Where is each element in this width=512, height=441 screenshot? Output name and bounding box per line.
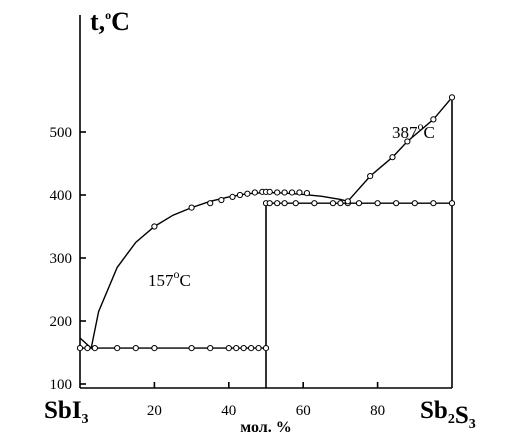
- data-point: [188, 204, 195, 211]
- annotation-387-unit: C: [424, 123, 435, 142]
- annotation-387: 387oC: [392, 119, 435, 142]
- y-tick-label-300: 300: [50, 251, 73, 267]
- series-1: [151, 188, 311, 230]
- annotation-157-degree: o: [174, 267, 180, 281]
- series-4: [344, 94, 456, 205]
- data-point: [188, 344, 195, 352]
- data-point: [311, 200, 318, 207]
- y-tick-label-400: 400: [50, 188, 73, 204]
- x-tick-label-60: 60: [296, 403, 311, 419]
- annotation-157: 157oC: [148, 267, 191, 290]
- data-point: [411, 200, 418, 207]
- data-point: [114, 344, 121, 352]
- data-point: [281, 200, 288, 207]
- data-point: [303, 190, 311, 197]
- data-point: [91, 344, 98, 352]
- data-point: [430, 116, 437, 123]
- data-point: [244, 190, 251, 197]
- annotation-157-value: 157: [148, 271, 174, 290]
- data-point: [207, 344, 214, 352]
- series-2: [76, 344, 270, 352]
- series-0: [79, 191, 348, 350]
- data-point: [344, 198, 351, 205]
- data-point: [76, 344, 84, 352]
- data-point: [262, 344, 270, 352]
- annotation-387-value: 387: [392, 123, 418, 142]
- data-point: [84, 344, 91, 352]
- data-point: [337, 200, 344, 207]
- data-point: [236, 191, 244, 199]
- y-ticks: 100 200 300 400 500: [50, 125, 86, 393]
- left-comp-part-1: I: [72, 397, 82, 424]
- data-point: [251, 189, 258, 196]
- right-comp-subscript-1: 3: [469, 417, 476, 432]
- y-axis-title-degree: o: [105, 8, 111, 22]
- annotation-157-unit: C: [180, 271, 191, 290]
- data-point: [274, 189, 281, 196]
- data-point: [229, 193, 236, 200]
- data-point: [151, 223, 158, 230]
- data-point: [233, 344, 240, 352]
- data-point: [248, 344, 255, 352]
- data-point: [374, 200, 381, 207]
- y-axis-title: t,oC: [90, 7, 130, 36]
- y-tick-label-100: 100: [50, 377, 73, 393]
- data-point: [329, 200, 337, 207]
- x-tick-label-80: 80: [370, 403, 385, 419]
- data-point: [207, 200, 214, 207]
- right-comp-subscript-0: 2: [448, 412, 455, 427]
- y-tick-label-500: 500: [50, 125, 73, 141]
- data-point: [292, 200, 299, 207]
- data-point: [132, 344, 139, 352]
- left-component-label: SbI3: [44, 397, 89, 427]
- data-point: [448, 94, 456, 101]
- data-point: [404, 138, 411, 145]
- data-point: [151, 344, 158, 352]
- x-ticks: 20 40 60 80: [147, 382, 385, 419]
- data-point: [255, 344, 262, 352]
- data-point: [389, 154, 396, 161]
- data-point: [367, 173, 374, 180]
- annotation-387-degree: o: [418, 119, 424, 133]
- data-point: [218, 196, 225, 204]
- x-tick-label-40: 40: [221, 403, 236, 419]
- x-axis-unit-label: мол. %: [240, 419, 291, 436]
- series-3: [262, 200, 456, 207]
- series-4-line: [347, 96, 453, 202]
- data-point: [281, 189, 288, 196]
- right-comp-part-0: Sb: [420, 397, 448, 424]
- data-point: [430, 200, 437, 207]
- x-tick-label-20: 20: [147, 403, 162, 419]
- data-point: [296, 189, 303, 196]
- data-point: [355, 200, 363, 207]
- right-comp-part-1: S: [455, 402, 469, 429]
- data-point: [240, 344, 247, 352]
- data-point: [448, 200, 456, 207]
- left-comp-part-0: Sb: [44, 397, 72, 424]
- data-point: [225, 344, 232, 352]
- left-comp-subscript-1: 3: [82, 412, 89, 427]
- y-axis-title-main: t,: [90, 7, 105, 36]
- data-point: [266, 200, 273, 207]
- y-axis-title-unit: C: [111, 7, 130, 36]
- data-point: [288, 189, 296, 196]
- y-tick-label-200: 200: [50, 314, 73, 330]
- data-point: [274, 200, 281, 207]
- series-0-line: [79, 191, 348, 350]
- data-point: [266, 188, 273, 195]
- right-component-label: Sb2S3: [420, 397, 476, 432]
- data-point: [393, 200, 400, 207]
- data-series: [76, 94, 456, 352]
